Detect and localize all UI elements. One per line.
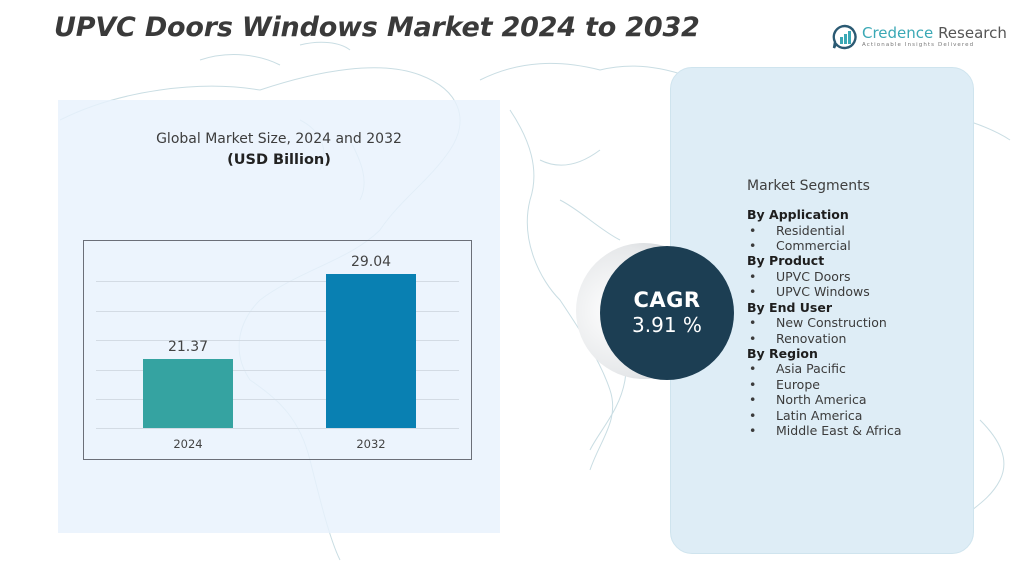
- segment-item-label: Residential: [776, 222, 845, 238]
- segment-item: • Residential: [747, 223, 902, 238]
- bullet-icon: •: [749, 392, 757, 408]
- segment-item-label: Asia Pacific: [776, 361, 846, 377]
- bullet-icon: •: [749, 284, 757, 300]
- bar-category-2024: 2024: [173, 437, 203, 451]
- segment-group-label: By Application: [747, 207, 849, 222]
- segment-item-label: UPVC Windows: [776, 284, 870, 300]
- baseline: [96, 428, 459, 429]
- chart-unit: (USD Billion): [227, 152, 331, 168]
- segment-item-label: Renovation: [776, 330, 847, 346]
- segment-item: • North America: [747, 392, 902, 407]
- segment-item: • UPVC Windows: [747, 284, 902, 299]
- segment-item-label: Commercial: [776, 237, 851, 253]
- bar-2032: [326, 274, 416, 428]
- segment-item: • Commercial: [747, 238, 902, 253]
- segment-item: • Europe: [747, 377, 902, 392]
- segment-item: • New Construction: [747, 315, 902, 330]
- logo-name-part2: Research: [938, 23, 1007, 42]
- logo-name-part1: Credence: [862, 23, 934, 42]
- bullet-icon: •: [749, 222, 757, 238]
- segment-item-label: Latin America: [776, 407, 863, 423]
- segments-title: Market Segments: [747, 178, 870, 194]
- segment-item-label: New Construction: [776, 315, 887, 331]
- segment-item: • UPVC Doors: [747, 269, 902, 284]
- segment-groups: By Application • Residential • Commercial By …: [747, 207, 902, 438]
- cagr-value: 3.91 %: [632, 312, 702, 337]
- logo-tagline: Actionable Insights Delivered: [862, 41, 975, 48]
- bullet-icon: •: [749, 361, 757, 377]
- bar-chart: 21.37 2024 29.04 2032: [83, 240, 472, 460]
- bullet-icon: •: [749, 315, 757, 331]
- segment-group-label: By End User: [747, 299, 832, 315]
- gridline: [96, 281, 459, 282]
- bullet-icon: •: [749, 268, 757, 284]
- market-size-panel: [58, 100, 500, 533]
- segment-item-label: UPVC Doors: [776, 268, 851, 284]
- gridline: [96, 399, 459, 400]
- segment-item: • Latin America: [747, 408, 902, 423]
- segment-item-label: Europe: [776, 376, 820, 392]
- cagr-label: CAGR: [633, 288, 701, 313]
- gridline: [96, 311, 459, 312]
- credence-research-logo: Credence Research Actionable Insights De…: [832, 24, 1007, 50]
- bar-value-2032: 29.04: [350, 254, 392, 270]
- bar-value-2024: 21.37: [167, 339, 209, 355]
- segment-group-label: By Product: [747, 253, 825, 269]
- bullet-icon: •: [749, 237, 757, 253]
- bullet-icon: •: [749, 407, 757, 423]
- segment-item: • Middle East & Africa: [747, 423, 902, 438]
- gridline: [96, 340, 459, 341]
- bar-category-2032: 2032: [356, 437, 386, 451]
- cagr-badge: CAGR 3.91 %: [600, 246, 734, 380]
- segment-group-label: By Region: [747, 345, 818, 361]
- segment-item: • Asia Pacific: [747, 361, 902, 376]
- bullet-icon: •: [749, 423, 757, 439]
- chart-title: Global Market Size, 2024 and 2032: [156, 131, 402, 147]
- segment-item: • Renovation: [747, 331, 902, 346]
- segment-item-label: North America: [776, 392, 867, 408]
- bar-chart-speech-bubble-icon: [832, 24, 857, 50]
- bullet-icon: •: [749, 330, 757, 346]
- gridline: [96, 370, 459, 371]
- market-segments-list: Market Segments By Application • Residenti…: [747, 178, 902, 438]
- segment-item-label: Middle East & Africa: [776, 423, 902, 439]
- bullet-icon: •: [749, 376, 757, 392]
- page-title: UPVC Doors Windows Market 2024 to 2032: [54, 12, 700, 43]
- bar-2024: [143, 359, 233, 428]
